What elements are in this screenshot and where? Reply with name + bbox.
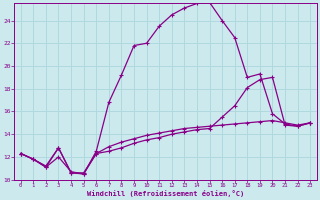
X-axis label: Windchill (Refroidissement éolien,°C): Windchill (Refroidissement éolien,°C) [87,190,244,197]
